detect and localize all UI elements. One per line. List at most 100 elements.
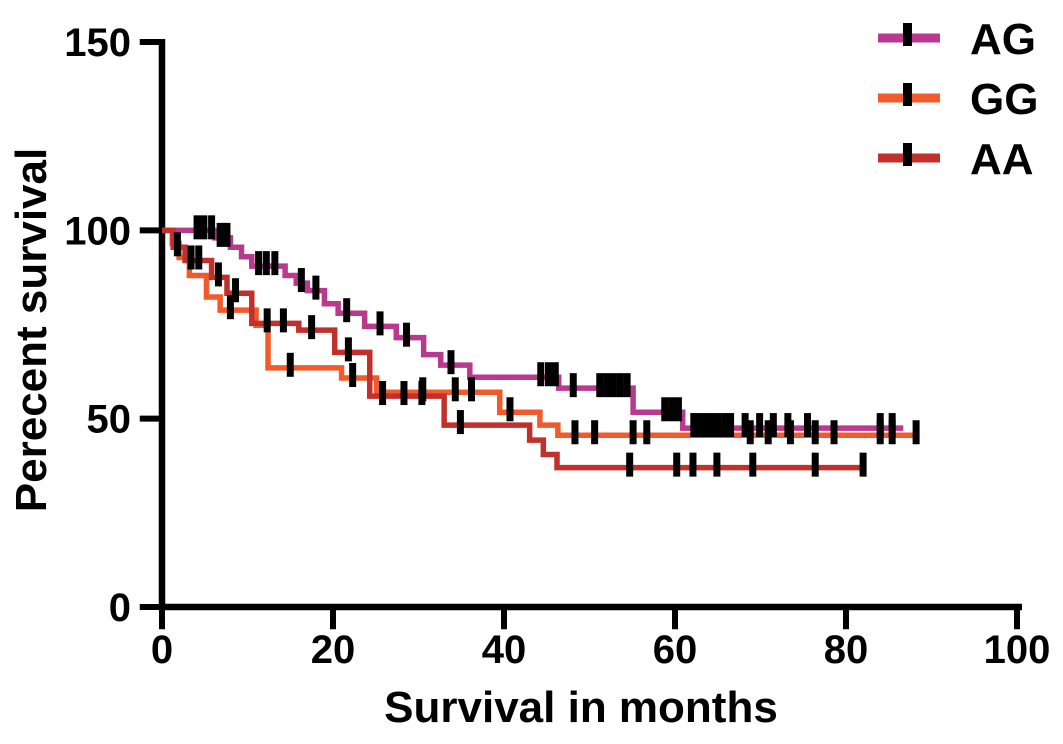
censor-tick-ag (661, 397, 669, 422)
censor-tick-ag (537, 362, 545, 387)
censor-tick-ag (714, 413, 722, 438)
censor-tick-gg (468, 377, 476, 402)
censor-tick-ag (721, 413, 729, 438)
censor-tick-ag (769, 413, 777, 438)
legend-label-ag: AG (970, 15, 1036, 64)
censor-tick-gg (506, 397, 514, 422)
censor-tick-ag (696, 413, 704, 438)
censor-tick-ag (756, 413, 764, 438)
censor-tick-ag (609, 373, 617, 398)
y-tick-label: 0 (109, 586, 131, 630)
censor-tick-aa (713, 452, 721, 477)
x-tick-label: 80 (824, 628, 869, 672)
censor-tick-aa (279, 308, 287, 333)
censor-tick-ag (668, 397, 676, 422)
censor-tick-ag (312, 275, 320, 300)
censor-tick-aa (232, 278, 240, 303)
censor-tick-ag (702, 413, 710, 438)
censor-tick-aa (379, 381, 387, 406)
censor-tick-gg (876, 420, 884, 445)
censor-tick-aa (344, 337, 352, 362)
censor-tick-gg (349, 362, 357, 387)
y-tick-label: 150 (64, 21, 131, 65)
censor-tick-ag (708, 413, 716, 438)
censor-tick-ag (603, 373, 611, 398)
censor-tick-gg (226, 295, 234, 320)
censor-tick-gg (830, 420, 838, 445)
censor-tick-ag (623, 373, 631, 398)
legend-label-aa: AA (970, 135, 1034, 184)
censor-tick-gg (746, 420, 754, 445)
censor-tick-gg (888, 420, 896, 445)
x-axis-title: Survival in months (384, 683, 778, 732)
censor-tick-ag (216, 222, 224, 247)
censor-tick-gg (286, 352, 294, 377)
censor-tick-aa (456, 410, 464, 435)
censor-tick-aa (214, 262, 222, 287)
censor-tick-ag (376, 311, 384, 336)
censor-tick-aa (689, 452, 697, 477)
censor-tick-ag (343, 298, 351, 323)
censor-tick-ag (727, 413, 735, 438)
legend-censor-tick-aa (903, 143, 912, 166)
legend-item-aa: AA (878, 135, 1034, 184)
censor-tick-gg (571, 420, 579, 445)
censor-tick-aa (749, 452, 757, 477)
censor-tick-gg (786, 420, 794, 445)
censor-tick-gg (764, 420, 772, 445)
legend-item-ag: AG (878, 15, 1036, 64)
censor-tick-ag (616, 373, 624, 398)
censor-tick-ag (544, 362, 552, 387)
censor-tick-ag (741, 413, 749, 438)
censor-tick-ag (674, 397, 682, 422)
x-tick-label: 40 (482, 628, 527, 672)
x-tick-label: 60 (653, 628, 698, 672)
y-tick-label: 100 (64, 209, 131, 253)
censor-tick-aa (173, 232, 181, 257)
censor-tick-aa (859, 452, 867, 477)
censor-tick-aa (626, 452, 634, 477)
censor-tick-ag (804, 413, 812, 438)
censor-tick-ag (271, 251, 279, 276)
censor-tick-gg (591, 420, 599, 445)
y-tick-label: 50 (87, 398, 132, 442)
censor-tick-ag (262, 251, 270, 276)
x-tick-label: 20 (311, 628, 356, 672)
censor-tick-aa (400, 381, 408, 406)
legend-label-gg: GG (970, 75, 1038, 124)
censor-tick-aa (811, 452, 819, 477)
x-tick-label: 100 (984, 628, 1051, 672)
censor-tick-ag (551, 362, 559, 387)
censor-tick-ag (200, 215, 208, 240)
censor-tick-aa (195, 245, 203, 270)
censor-marks (173, 215, 920, 477)
legend-censor-tick-gg (903, 83, 912, 106)
tick-labels: 0 50 100 150 0 20 40 60 80 100 (64, 21, 1050, 672)
censor-tick-aa (308, 315, 316, 340)
censor-tick-ag (596, 373, 604, 398)
legend-censor-tick-ag (903, 23, 912, 46)
x-tick-label: 0 (151, 628, 173, 672)
censor-tick-gg (811, 420, 819, 445)
censor-tick-ag (208, 215, 216, 240)
censor-tick-ag (690, 413, 698, 438)
censor-tick-aa (263, 308, 271, 333)
censor-tick-aa (673, 452, 681, 477)
censor-tick-ag (569, 373, 577, 398)
legend: AG GG AA (878, 15, 1038, 184)
censor-tick-gg (912, 420, 920, 445)
censor-tick-ag (403, 322, 411, 347)
y-axis-title: Perecent survival (7, 148, 56, 512)
legend-item-gg: GG (878, 75, 1038, 124)
censor-tick-gg (451, 377, 459, 402)
censor-tick-gg (643, 420, 651, 445)
axes (139, 39, 1022, 630)
censor-tick-gg (629, 420, 637, 445)
censor-tick-ag (447, 350, 455, 375)
censor-tick-aa (187, 245, 195, 270)
censor-tick-aa (418, 381, 426, 406)
censor-tick-ag (223, 222, 231, 247)
censor-tick-ag (297, 268, 305, 293)
